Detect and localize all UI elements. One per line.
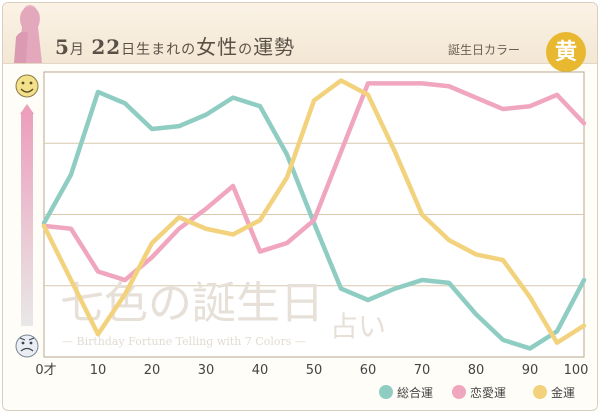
page-title: 5月 22日生まれの女性の運勢 bbox=[55, 31, 295, 60]
x-tick-label: 70 bbox=[414, 363, 431, 378]
birth-month: 5 bbox=[55, 35, 70, 59]
happy-face-icon bbox=[15, 74, 39, 98]
watermark-tagline: — Birthday Fortune Telling with 7 Colors… bbox=[62, 335, 306, 348]
fortune-meter bbox=[15, 74, 39, 358]
watermark-subtitle: 占い bbox=[330, 310, 386, 343]
x-tick-label: 40 bbox=[252, 363, 269, 378]
birth-color-label: 誕生日カラー bbox=[448, 43, 521, 57]
legend-label-2: 恋愛運 bbox=[470, 385, 506, 400]
legend-swatch-1 bbox=[379, 385, 393, 399]
x-tick-label: 50 bbox=[306, 363, 323, 378]
sad-face-icon bbox=[15, 334, 39, 358]
legend-swatch-2 bbox=[452, 385, 466, 399]
x-tick-label: 10 bbox=[90, 363, 107, 378]
fortune-label: 運勢 bbox=[253, 35, 296, 59]
gender-label: 女性 bbox=[196, 35, 239, 59]
x-tick-label: 60 bbox=[360, 363, 377, 378]
watermark-title: 七色の誕生日 bbox=[60, 278, 324, 329]
watermark: 七色の誕生日 占い — Birthday Fortune Telling wit… bbox=[60, 278, 386, 348]
legend-label-1: 総合運 bbox=[397, 385, 433, 400]
x-tick-label: 30 bbox=[198, 363, 215, 378]
header-bar: 5月 22日生まれの女性の運勢 誕生日カラー 黄 bbox=[3, 3, 597, 72]
x-tick-label: 90 bbox=[522, 363, 539, 378]
legend-label-3: 金運 bbox=[551, 385, 575, 400]
woman-silhouette-icon bbox=[14, 5, 42, 63]
day-suffix: 日生まれの bbox=[121, 42, 197, 58]
x-axis-ticks: 0才 10 20 30 40 50 60 70 80 90 100 bbox=[35, 363, 588, 378]
x-tick-label: 80 bbox=[468, 363, 485, 378]
legend: 総合運 恋愛運 金運 bbox=[379, 385, 575, 400]
month-unit: 月 bbox=[69, 42, 85, 58]
birth-color-badge: 黄 bbox=[546, 32, 586, 72]
series-layer bbox=[41, 78, 587, 351]
x-tick-label: 20 bbox=[144, 363, 161, 378]
legend-swatch-3 bbox=[533, 385, 547, 399]
x-tick-label: 100 bbox=[564, 363, 589, 378]
series-line-3 bbox=[41, 78, 587, 345]
fortune-meter-bar bbox=[21, 112, 33, 326]
x-tick-label: 0才 bbox=[35, 363, 56, 378]
title-particle: の bbox=[238, 42, 254, 58]
birth-day: 22 bbox=[91, 35, 122, 59]
